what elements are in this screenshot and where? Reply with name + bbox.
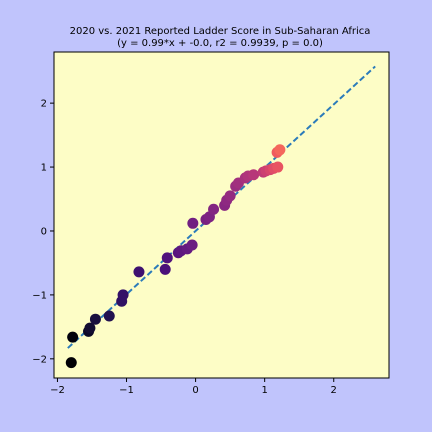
x-tick-label: 1: [261, 385, 267, 396]
plot-frame: [53, 51, 390, 379]
plot-area: [54, 52, 389, 378]
x-tick-label: 2: [331, 385, 337, 396]
x-axis: −2 −1 0 1 2: [50, 378, 337, 396]
chart-title: 2020 vs. 2021 Reported Ladder Score in S…: [70, 26, 371, 37]
scatter-point: [161, 252, 173, 264]
y-tick-label: −1: [32, 290, 47, 301]
chart-subtitle: (y = 0.99*x + -0.0, r2 = 0.9939, p = 0.0…: [117, 38, 323, 49]
x-tick-label: −1: [119, 385, 134, 396]
scatter-point: [186, 239, 198, 251]
scatter-points: [65, 144, 286, 369]
scatter-point: [274, 144, 286, 156]
y-tick-label: 1: [41, 163, 47, 174]
y-axis: −2 −1 0 1 2: [32, 99, 54, 365]
scatter-point: [84, 322, 96, 334]
scatter-point: [133, 266, 145, 278]
scatter-point: [224, 190, 236, 202]
scatter-point: [89, 313, 101, 325]
y-tick-label: 2: [41, 99, 47, 110]
scatter-point: [65, 357, 77, 369]
scatter-point: [159, 263, 171, 275]
x-tick-label: −2: [50, 385, 65, 396]
y-tick-label: 0: [41, 226, 47, 237]
scatter-point: [208, 203, 220, 215]
scatter-point: [67, 331, 79, 343]
x-tick-label: 0: [192, 385, 198, 396]
scatter-point: [272, 161, 284, 173]
scatter-point: [103, 310, 115, 322]
scatter-point: [117, 289, 129, 301]
y-tick-label: −2: [32, 354, 47, 365]
scatter-point: [187, 217, 199, 229]
scatter-point: [248, 169, 260, 181]
